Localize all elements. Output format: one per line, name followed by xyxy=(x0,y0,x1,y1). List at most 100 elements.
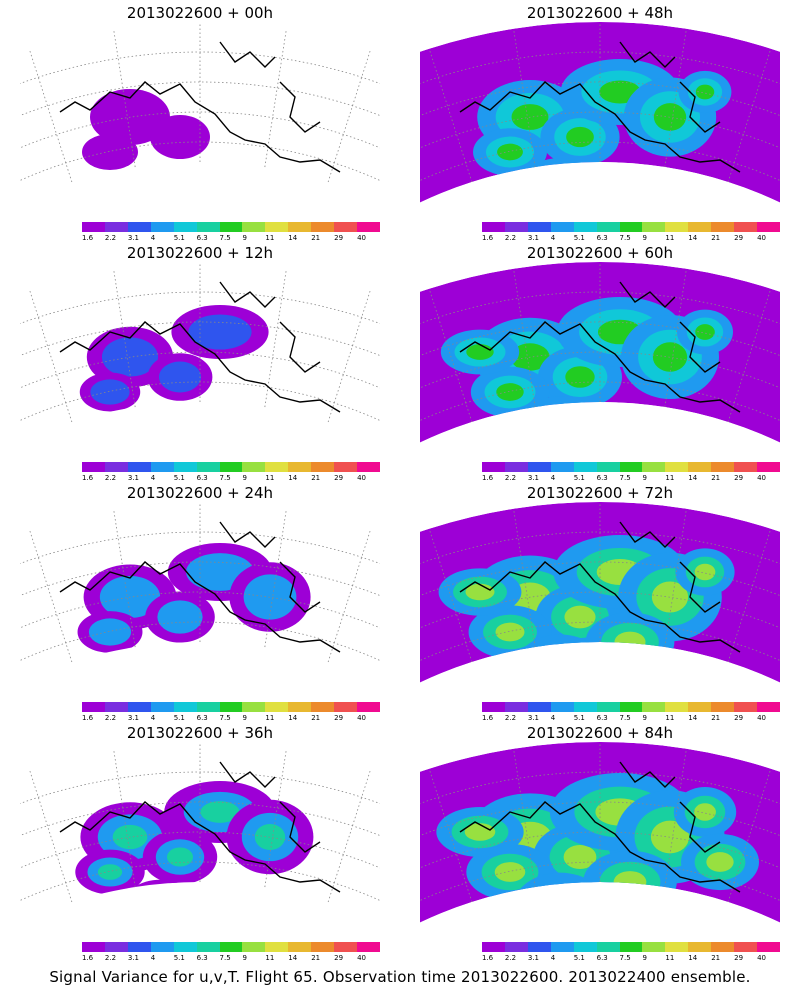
colorbar-label: 4 xyxy=(550,954,556,962)
colorbar-swatch xyxy=(196,462,220,472)
graticule-meridian xyxy=(428,768,473,903)
coastline xyxy=(459,41,741,173)
graticule-meridian xyxy=(28,528,73,663)
graticule-meridian xyxy=(28,768,73,903)
colorbar-label: 5.1 xyxy=(173,714,185,722)
variance-contour xyxy=(513,872,607,942)
coastline xyxy=(459,521,741,653)
colorbar-label: 21 xyxy=(711,234,721,242)
colorbar-label: 6.3 xyxy=(196,954,208,962)
forecast-panel-84h: 2013022600 + 84h 1.6 2.2 3.1 4 5.1 6.3 7.5 9 11 1… xyxy=(420,720,780,962)
colorbar-label: 2.2 xyxy=(104,474,117,482)
colorbar-label: 5.1 xyxy=(573,714,585,722)
colorbar-swatch xyxy=(711,942,735,952)
graticule-meridian xyxy=(264,748,287,888)
graticule-meridian xyxy=(113,748,136,888)
colorbar-label: 9 xyxy=(242,474,247,482)
colorbar-label: 40 xyxy=(357,714,366,722)
variance-contour xyxy=(706,852,734,872)
colorbar-swatch xyxy=(104,942,128,952)
colorbar-label: 29 xyxy=(734,954,744,962)
colorbar-label: 4 xyxy=(550,714,556,722)
graticule-meridian xyxy=(727,288,772,423)
colorbar-swatch xyxy=(334,702,358,712)
variance-map xyxy=(20,262,380,423)
graticule-latitude xyxy=(420,771,780,804)
colorbar-labels: 1.6 2.2 3.1 4 5.1 6.3 7.5 9 11 14 21 29 40 xyxy=(482,714,780,726)
colorbar-swatch xyxy=(504,702,528,712)
colorbar-swatch xyxy=(734,702,758,712)
graticule-meridian xyxy=(513,28,536,168)
colorbar-label: 2.2 xyxy=(504,954,517,962)
colorbar-swatch xyxy=(596,462,620,472)
colorbar-swatch xyxy=(642,222,666,232)
variance-contour xyxy=(495,622,525,642)
colorbar-label: 4 xyxy=(150,954,156,962)
colorbar-swatch xyxy=(265,222,289,232)
colorbar-label: 11 xyxy=(665,714,675,722)
colorbar-labels: 1.6 2.2 3.1 4 5.1 6.3 7.5 9 11 14 21 29 40 xyxy=(82,234,380,246)
colorbar-swatch xyxy=(573,702,597,712)
colorbar-label: 9 xyxy=(642,714,647,722)
variance-contour xyxy=(157,600,203,634)
graticule xyxy=(420,22,780,183)
colorbar-label: 1.6 xyxy=(82,954,94,962)
colorbar-label: 9 xyxy=(642,474,647,482)
colorbar-label: 5.1 xyxy=(573,474,585,482)
colorbar-swatch xyxy=(504,942,528,952)
colorbar-swatch xyxy=(688,702,712,712)
panel-title: 2013022600 + 84h xyxy=(526,724,674,742)
variance-contour xyxy=(88,618,132,646)
colorbar-swatch xyxy=(711,462,735,472)
graticule-meridian xyxy=(264,28,287,168)
colorbar-label: 4 xyxy=(150,474,156,482)
colorbar-swatch xyxy=(127,462,151,472)
variance-contour xyxy=(529,884,591,930)
graticule-meridian xyxy=(264,268,287,408)
variance-contour xyxy=(515,634,605,700)
colorbar-swatch xyxy=(504,462,528,472)
colorbar-swatches xyxy=(82,942,380,952)
colorbar-swatch xyxy=(757,462,780,472)
forecast-panel-60h: 2013022600 + 60h 1.6 2.2 3.1 4 5.1 6.3 7.5 9 11 1… xyxy=(420,240,780,482)
colorbar-label: 11 xyxy=(265,234,275,242)
colorbar-swatch xyxy=(242,942,266,952)
graticule-meridian xyxy=(327,768,372,903)
graticule-meridian xyxy=(113,268,136,408)
colorbar: 1.6 2.2 3.1 4 5.1 6.3 7.5 9 11 14 21 29 40 xyxy=(482,462,780,490)
variance-contour xyxy=(146,897,174,917)
forecast-panel-12h: 2013022600 + 12h 1.6 2.2 3.1 4 5.1 6.3 7.5 9 11 1… xyxy=(20,240,380,482)
variance-field xyxy=(77,543,311,653)
colorbar-swatch xyxy=(82,942,105,952)
colorbar-label: 14 xyxy=(288,474,298,482)
colorbar-label: 14 xyxy=(688,234,698,242)
colorbar-label: 3.1 xyxy=(527,474,539,482)
colorbar-swatch xyxy=(311,222,335,232)
graticule-meridian xyxy=(727,48,772,183)
colorbar-swatch xyxy=(242,462,266,472)
forecast-panel-48h: 2013022600 + 48h 1.6 2.2 3.1 4 5.1 6.3 7.5 9 11 1… xyxy=(420,0,780,242)
colorbar-swatches xyxy=(82,462,380,472)
colorbar-label: 29 xyxy=(734,474,744,482)
colorbar-swatch xyxy=(173,702,197,712)
coastline xyxy=(59,761,341,893)
colorbar-labels: 1.6 2.2 3.1 4 5.1 6.3 7.5 9 11 14 21 29 40 xyxy=(82,714,380,726)
colorbar-swatch xyxy=(196,942,220,952)
colorbar-label: 4 xyxy=(150,234,156,242)
colorbar-label: 4 xyxy=(550,474,556,482)
variance-contour xyxy=(544,655,576,679)
colorbar-label: 40 xyxy=(357,954,366,962)
variance-contour xyxy=(466,344,494,360)
variance-contour xyxy=(543,894,577,920)
panel-title: 2013022600 + 00h xyxy=(126,4,274,22)
colorbar-label: 1.6 xyxy=(482,474,494,482)
colorbar-label: 6.3 xyxy=(196,234,208,242)
graticule-meridian xyxy=(264,508,287,648)
graticule xyxy=(20,22,380,183)
colorbar: 1.6 2.2 3.1 4 5.1 6.3 7.5 9 11 14 21 29 40 xyxy=(82,222,380,250)
colorbar-swatch xyxy=(642,462,666,472)
colorbar: 1.6 2.2 3.1 4 5.1 6.3 7.5 9 11 14 21 29 40 xyxy=(482,702,780,730)
colorbar-swatch xyxy=(196,222,220,232)
variance-contour xyxy=(254,823,286,851)
colorbar-swatch xyxy=(265,702,289,712)
